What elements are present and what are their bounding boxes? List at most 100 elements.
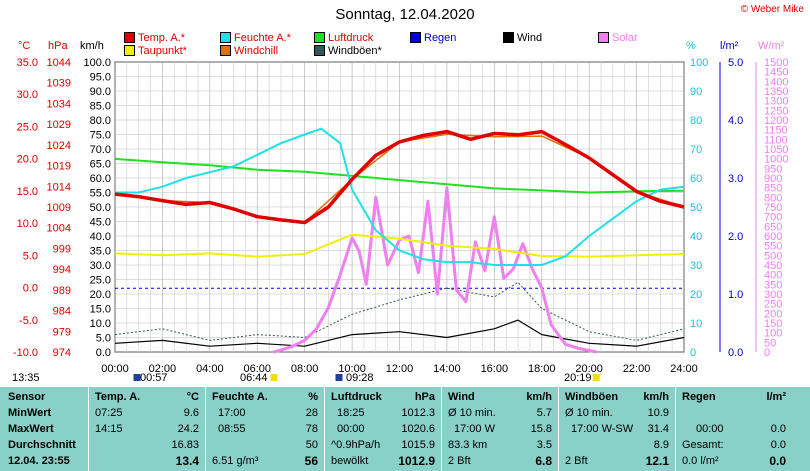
- solar-tick: 1000: [764, 154, 788, 166]
- chart-title: Sonntag, 12.04.2020: [335, 6, 475, 23]
- time-tick: 14:00: [433, 363, 461, 375]
- humidity-tick: 60: [690, 173, 702, 185]
- humidity-tick: 30: [690, 260, 702, 272]
- temp-tick: -5.0: [19, 315, 38, 327]
- time-tick: 02:00: [149, 363, 177, 375]
- moonset-label: 09:28: [346, 372, 374, 384]
- humidity-tick: 20: [690, 289, 702, 301]
- wind-tick: 15.0: [90, 304, 111, 316]
- legend-temp: Temp. A.*: [124, 32, 185, 44]
- wind-column: Wind km/h Ø 10 min. 5.7 17:00 W 15.8 83.3 k…: [442, 387, 558, 471]
- temp-axis-unit: °C: [18, 40, 31, 52]
- wind-tick: 65.0: [90, 159, 111, 171]
- gust-beaufort: 2 Bft: [565, 455, 588, 467]
- legend-wind: Wind: [503, 32, 542, 44]
- sensor-header: Sensor: [8, 391, 46, 403]
- wind-avg-value: 5.7: [536, 407, 552, 419]
- wind-tick: 10.0: [90, 318, 111, 330]
- solar-tick: 350: [764, 279, 782, 291]
- temp-tick: 10.0: [17, 218, 38, 230]
- rain-column: Regen l/m² 00:00 0.0 Gesamt: 0.0 0.0 l/m² 0.…: [676, 387, 792, 471]
- rain-unit: l/m²: [766, 391, 786, 403]
- wind-tick: 60.0: [90, 173, 111, 185]
- legend-rain: Regen: [410, 32, 456, 44]
- solar-axis-unit: W/m²: [758, 40, 785, 52]
- wind-header: Wind: [448, 391, 475, 403]
- wind-beaufort: 2 Bft: [448, 455, 471, 467]
- pressure-tick: 1004: [47, 223, 71, 235]
- weather-chart: 35.0 30.0 25.0 20.0 15.0 10.0 5.0 0.0 -5.0 -10.0 1…: [13, 57, 788, 381]
- press-max-value: 1020.6: [401, 423, 435, 435]
- humidity-tick: 50: [690, 202, 702, 214]
- rain-rate: 0.0 l/m²: [682, 455, 719, 467]
- press-unit: hPa: [414, 391, 435, 403]
- humidity-tick: 0: [690, 347, 696, 359]
- temp-tick: -10.0: [13, 347, 38, 359]
- temp-current-value: 13.4: [175, 454, 199, 468]
- temp-tick: 0.0: [23, 283, 38, 295]
- time-tick: 00:00: [101, 363, 129, 375]
- solar-tick: 1250: [764, 105, 788, 117]
- solar-tick: 550: [764, 241, 782, 253]
- rain-header: Regen: [682, 391, 716, 403]
- wind-tick: 80.0: [90, 115, 111, 127]
- press-header: Luftdruck: [331, 391, 382, 403]
- rain-tick: 5.0: [728, 57, 743, 69]
- legend-humidity: Feuchte A.*: [220, 32, 291, 44]
- wind-tick: 30.0: [90, 260, 111, 272]
- gust-avg-label: Ø 10 min.: [565, 407, 613, 419]
- wind-tick: 25.0: [90, 275, 111, 287]
- rain-tick: 0.0: [728, 347, 743, 359]
- series-taupunkt: [114, 233, 685, 258]
- solar-tick: 1100: [764, 134, 788, 146]
- event-marker: [335, 374, 343, 381]
- gust-max-time: 17:00 W-SW: [571, 423, 634, 435]
- wind-tick: 50.0: [90, 202, 111, 214]
- hum-header: Feuchte A.: [212, 391, 268, 403]
- wind-tick: 40.0: [90, 231, 111, 243]
- wind-tick: 70.0: [90, 144, 111, 156]
- solar-tick: 800: [764, 192, 782, 204]
- solar-tick: 50: [764, 337, 776, 349]
- event-marker: [592, 374, 600, 381]
- solar-tick: 500: [764, 250, 782, 262]
- temp-column: Temp. A. °C 07:25 9.6 14:15 24.2 16.83 13.4: [89, 387, 205, 471]
- pressure-tick: 979: [53, 326, 71, 338]
- solar-tick: 600: [764, 231, 782, 243]
- humidity-column: Feuchte A.% 17:00 28 08:55 78 50 6.51 g/m³…: [206, 387, 324, 471]
- humidity-tick: 70: [690, 144, 702, 156]
- humidity-tick: 100: [690, 57, 708, 69]
- pressure-tick: 1014: [47, 181, 71, 193]
- time-tick: 18:00: [528, 363, 556, 375]
- wind-tick: 85.0: [90, 101, 111, 113]
- wind-tick: 5.0: [96, 333, 111, 345]
- humidity-tick: 10: [690, 318, 702, 330]
- solar-tick: 450: [764, 260, 782, 272]
- sensor-column: Sensor MinWert MaxWert Durchschnitt 12.0…: [0, 387, 88, 471]
- temp-avg-value: 16.83: [171, 439, 199, 451]
- wind-max-value: 15.8: [530, 423, 552, 435]
- wind-tick: 75.0: [90, 130, 111, 142]
- current-datetime: 12.04. 23:55: [8, 455, 70, 467]
- press-min-time: 18:25: [337, 407, 365, 419]
- pressure-tick: 1039: [47, 78, 71, 90]
- temp-max-value: 24.2: [177, 423, 199, 435]
- wind-tick: 35.0: [90, 246, 111, 258]
- time-tick: 24:00: [670, 363, 698, 375]
- wind-axis-unit: km/h: [80, 40, 104, 52]
- hum-max-value: 78: [305, 423, 318, 435]
- wind-current-value: 6.8: [535, 454, 552, 468]
- series-feuchte-a: [115, 127, 685, 266]
- solar-tick: 100: [764, 328, 782, 340]
- solar-tick: 250: [764, 299, 782, 311]
- copyright: © Weber Mike: [740, 4, 804, 15]
- solar-tick: 1500: [764, 57, 788, 69]
- temp-tick: 30.0: [17, 89, 38, 101]
- solar-tick: 700: [764, 212, 782, 224]
- hum-avg-value: 50: [305, 439, 318, 451]
- hum-min-time: 17:00: [218, 407, 246, 419]
- solar-tick: 400: [764, 270, 782, 282]
- event-marker: [270, 374, 278, 381]
- hum-current-value: 56: [304, 454, 318, 468]
- legend-dewpoint: Taupunkt*: [124, 45, 187, 57]
